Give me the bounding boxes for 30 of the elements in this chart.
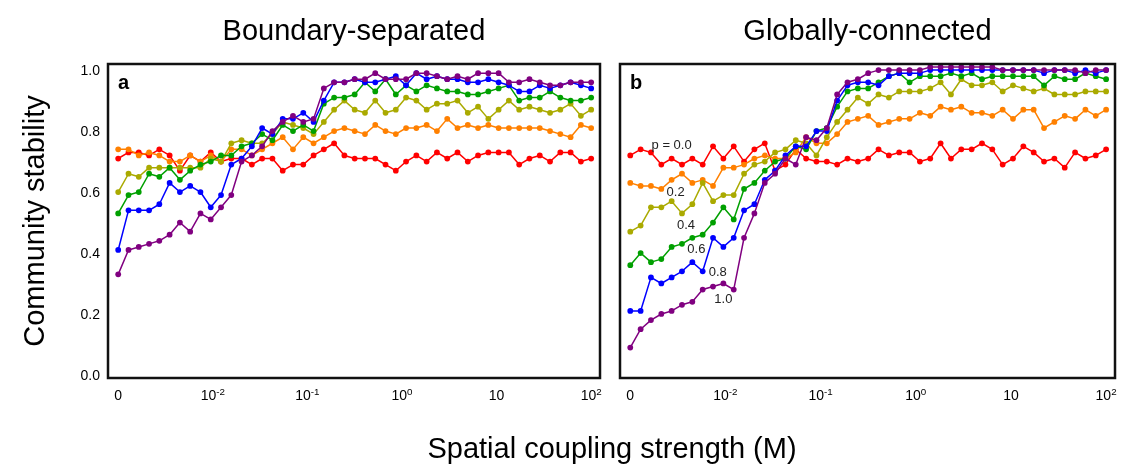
y-tick-label: 0.4 bbox=[80, 245, 101, 262]
x-tick-label: 10$^{0}$ bbox=[905, 385, 927, 403]
series-label: 0.4 bbox=[676, 217, 696, 233]
x-tick-label: 0 bbox=[626, 387, 635, 403]
annotation: b bbox=[630, 71, 643, 93]
x-tick-label: 10$^{2}$ bbox=[580, 385, 602, 403]
series-label: 0.6 bbox=[687, 240, 706, 256]
x-tick-label: 10$^{-1}$ bbox=[808, 385, 833, 403]
x-tick-label: 10$^{0}$ bbox=[391, 385, 414, 403]
y-tick-label: 0.6 bbox=[80, 184, 101, 201]
x-axis-title: Spatial coupling strength (M) bbox=[427, 432, 797, 464]
x-tick-label: 10 bbox=[488, 387, 505, 403]
series-label: 0.2 bbox=[666, 183, 685, 199]
y-tick-label: 1.0 bbox=[80, 62, 101, 79]
y-tick-label: 0.2 bbox=[80, 305, 101, 322]
series-label: 0.8 bbox=[708, 264, 727, 280]
x-tick-label: 10$^{2}$ bbox=[1095, 385, 1117, 403]
y-axis-title: Community stability bbox=[18, 94, 50, 347]
x-tick-label: 10$^{-1}$ bbox=[295, 385, 320, 403]
x-tick-label: 0 bbox=[114, 387, 123, 403]
x-tick-label: 10 bbox=[1003, 387, 1019, 403]
chart-title: Globally-connected bbox=[743, 14, 992, 46]
y-tick-label: 0.0 bbox=[80, 366, 101, 383]
x-tick-label: 10$^{-2}$ bbox=[200, 385, 225, 403]
annotation: a bbox=[118, 71, 130, 93]
y-tick-label: 0.8 bbox=[80, 123, 101, 140]
series-label: 1.0 bbox=[714, 291, 733, 307]
x-tick-label: 10$^{-2}$ bbox=[713, 385, 738, 403]
chart-title: Boundary-separated bbox=[222, 14, 486, 46]
series-label: p = 0.0 bbox=[651, 136, 692, 152]
